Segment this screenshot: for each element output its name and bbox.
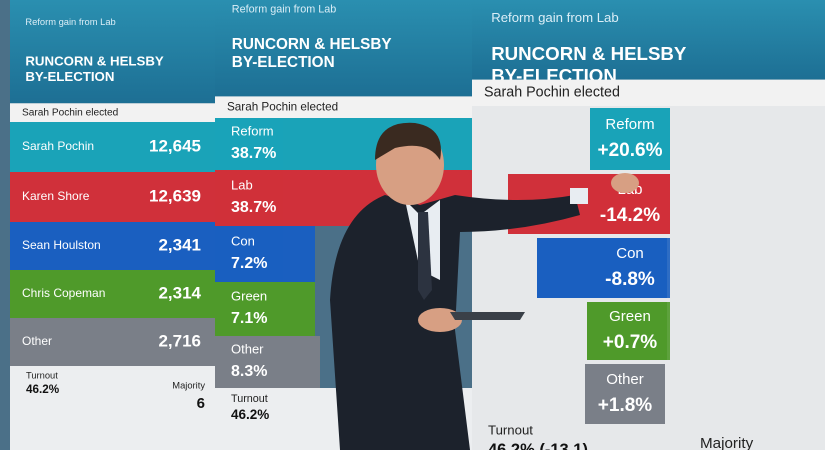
turnout-label: Turnout: [488, 422, 533, 437]
change: +1.8%: [598, 395, 653, 416]
candidate: Other: [22, 334, 52, 348]
change-block: [590, 238, 670, 298]
candidate: Chris Copeman: [22, 286, 105, 300]
share: 8.3%: [231, 363, 267, 380]
party: Green: [231, 288, 267, 303]
change: -14.2%: [600, 205, 660, 226]
kicker: Reform gain from Lab: [491, 10, 619, 25]
share: 7.2%: [231, 255, 267, 272]
majority-label: Majority: [700, 435, 754, 450]
change: +20.6%: [598, 140, 663, 161]
party: Green: [609, 308, 651, 325]
share-block: [215, 226, 283, 282]
presenter: [330, 122, 639, 450]
majority-label: Majority: [172, 380, 205, 390]
party: Other: [231, 341, 264, 356]
party: Other: [606, 371, 644, 388]
elected: Sarah Pochin elected: [227, 100, 338, 113]
footer-bg: [10, 366, 215, 450]
votes: 2,341: [158, 235, 201, 254]
change-block: [585, 364, 665, 424]
kicker: Reform gain from Lab: [25, 17, 115, 27]
share: 7.1%: [231, 310, 267, 327]
row-bg: [10, 318, 215, 366]
share: 38.7%: [231, 145, 276, 162]
votes: 12,639: [149, 186, 201, 205]
candidate: Sarah Pochin: [22, 139, 94, 153]
turnout-label: Turnout: [231, 393, 268, 405]
share-block: [215, 336, 283, 388]
panel-header: [215, 0, 473, 97]
party: Reform: [605, 116, 654, 133]
votes: 12,645: [149, 136, 201, 155]
party: Lab: [231, 177, 253, 192]
candidate: Sean Houlston: [22, 238, 101, 252]
elected: Sarah Pochin elected: [484, 85, 620, 101]
majority: 6: [197, 395, 205, 412]
title: BY-ELECTION: [232, 54, 335, 71]
turnout: 46.2% (-13.1): [488, 441, 588, 450]
title: RUNCORN & HELSBY: [491, 43, 687, 64]
title: RUNCORN & HELSBY: [232, 36, 392, 53]
elected-band: [472, 79, 825, 106]
elected-band: [10, 103, 215, 122]
row-bg: [10, 172, 215, 222]
turnout-label: Turnout: [26, 370, 58, 380]
kicker: Reform gain from Lab: [232, 3, 336, 15]
panel-header: [472, 0, 825, 80]
party: Con: [231, 233, 255, 248]
share: 38.7%: [231, 199, 276, 216]
elected-band: [215, 96, 473, 118]
turnout: 46.2%: [231, 407, 269, 422]
row-bg: [10, 270, 215, 318]
votes: 2,314: [158, 283, 201, 302]
share-block: [215, 282, 283, 336]
panel-header: [10, 0, 215, 104]
change: +0.7%: [603, 332, 658, 353]
party: Reform: [231, 123, 274, 138]
share-block: [215, 118, 283, 170]
title: BY-ELECTION: [25, 69, 114, 84]
change-block: [590, 108, 670, 170]
change: -8.8%: [605, 269, 655, 290]
row-bg: [10, 222, 215, 270]
title: RUNCORN & HELSBY: [25, 54, 164, 69]
change-block: [590, 302, 670, 360]
turnout: 46.2%: [26, 383, 60, 396]
share-block: [215, 170, 283, 226]
votes: 2,716: [158, 331, 201, 350]
candidate: Karen Shore: [22, 189, 90, 203]
row-bg: [10, 122, 215, 172]
elected: Sarah Pochin elected: [22, 107, 118, 118]
party: Con: [616, 245, 644, 262]
